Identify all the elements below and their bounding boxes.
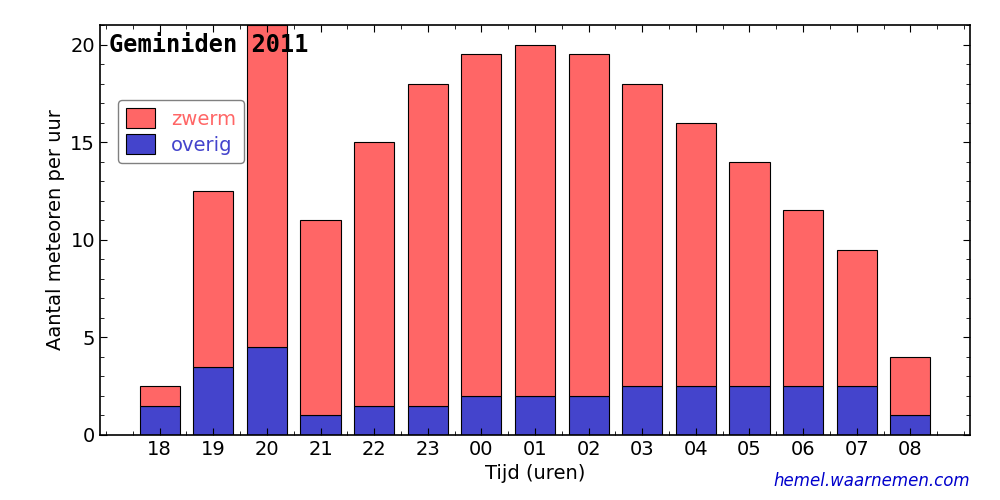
Bar bbox=[676, 122, 716, 386]
Bar bbox=[729, 386, 770, 435]
Bar bbox=[140, 406, 180, 435]
Bar bbox=[300, 416, 341, 435]
Y-axis label: Aantal meteoren per uur: Aantal meteoren per uur bbox=[46, 110, 65, 350]
Bar bbox=[354, 406, 394, 435]
Bar bbox=[515, 44, 555, 396]
Bar bbox=[247, 347, 287, 435]
Bar bbox=[300, 220, 341, 416]
Bar bbox=[140, 386, 180, 406]
Legend: zwerm, overig: zwerm, overig bbox=[118, 100, 244, 163]
Bar bbox=[837, 386, 877, 435]
Bar bbox=[247, 25, 287, 347]
Bar bbox=[408, 84, 448, 406]
Bar bbox=[461, 396, 501, 435]
Bar bbox=[622, 386, 662, 435]
Text: hemel.waarnemen.com: hemel.waarnemen.com bbox=[773, 472, 970, 490]
Bar bbox=[837, 250, 877, 386]
Bar bbox=[676, 386, 716, 435]
Bar bbox=[569, 54, 609, 396]
X-axis label: Tijd (uren): Tijd (uren) bbox=[485, 464, 585, 483]
Bar bbox=[193, 191, 233, 366]
Bar bbox=[890, 416, 930, 435]
Bar bbox=[408, 406, 448, 435]
Bar bbox=[193, 366, 233, 435]
Bar bbox=[569, 396, 609, 435]
Bar bbox=[515, 396, 555, 435]
Bar bbox=[783, 210, 823, 386]
Bar bbox=[461, 54, 501, 396]
Text: Geminiden 2011: Geminiden 2011 bbox=[109, 33, 308, 57]
Bar bbox=[354, 142, 394, 406]
Bar bbox=[890, 357, 930, 416]
Bar bbox=[622, 84, 662, 386]
Bar bbox=[729, 162, 770, 386]
Bar bbox=[783, 386, 823, 435]
